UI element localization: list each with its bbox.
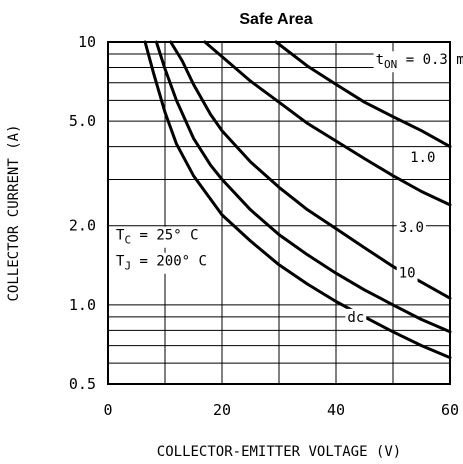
y-tick-label: 2.0 <box>69 217 96 235</box>
curve-label: tON = 0.3 ms <box>376 52 463 71</box>
y-tick-label: 10 <box>78 33 96 51</box>
soa-curve <box>203 40 452 207</box>
curve-labels: tON = 0.3 ms 1.0 3.0 10 dc <box>345 51 463 327</box>
y-tick-label: 1.0 <box>69 296 96 314</box>
curve-label: dc <box>347 310 364 326</box>
curve-label: 10 <box>399 265 416 281</box>
soa-curve <box>274 40 452 149</box>
x-tick-label: 0 <box>103 401 112 419</box>
x-tick-label: 60 <box>441 401 459 419</box>
chart-title: Safe Area <box>239 11 312 28</box>
curve-label: 1.0 <box>410 150 435 166</box>
y-tick-label: 0.5 <box>69 375 96 393</box>
conditions-annotation: TC = 25° C TJ = 200° C <box>114 226 209 274</box>
plot-frame <box>107 41 451 385</box>
condition-text: TC = 25° C <box>116 228 199 247</box>
soa-curve <box>143 40 452 360</box>
x-tick-label: 40 <box>327 401 345 419</box>
tick-labels: 0 20 40 60 10 5.0 2.0 1.0 0.5 <box>69 33 459 419</box>
soa-curve <box>169 40 452 300</box>
condition-text-background <box>114 226 201 248</box>
curve-label-background <box>408 149 438 168</box>
condition-text: TJ = 200° C <box>116 254 207 273</box>
y-axis-label: COLLECTOR CURRENT (A) <box>6 124 22 301</box>
y-tick-label: 5.0 <box>69 112 96 130</box>
condition-text-background <box>114 252 209 274</box>
curve-label-background <box>396 218 426 237</box>
curve-label-background <box>345 308 367 327</box>
curve-label-background <box>373 51 463 73</box>
x-axis-label: COLLECTOR-EMITTER VOLTAGE (V) <box>157 444 401 460</box>
x-tick-label: 20 <box>213 401 231 419</box>
soa-curve <box>154 40 452 334</box>
curve-label-background <box>396 264 418 283</box>
curves <box>143 40 452 360</box>
curve-label: 3.0 <box>399 220 424 236</box>
